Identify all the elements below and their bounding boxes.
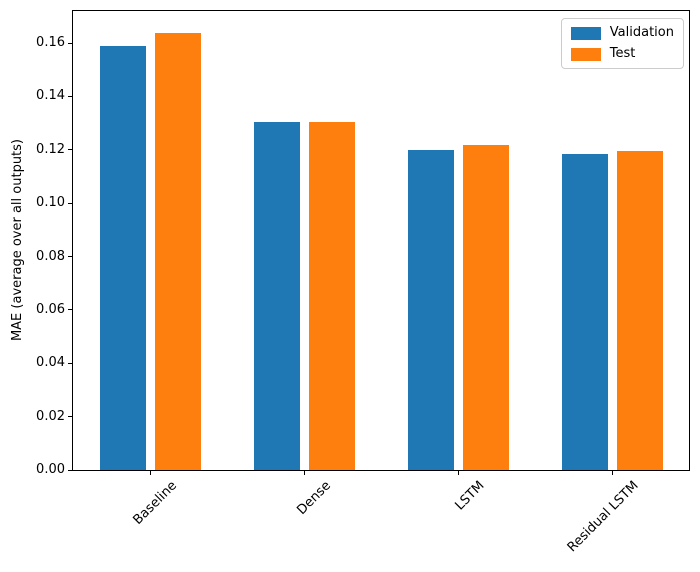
y-tick-label: 0.14: [36, 88, 65, 104]
y-tick-mark: [68, 202, 73, 204]
legend-swatch-validation: [570, 26, 601, 40]
x-tick-label-lstm: LSTM: [452, 478, 488, 514]
y-tick-label: 0.04: [36, 355, 65, 371]
legend-swatch-test: [570, 47, 601, 61]
y-tick-mark: [68, 416, 73, 418]
y-tick-label: 0.02: [36, 408, 65, 424]
y-tick-mark: [68, 149, 73, 151]
legend-label-validation: Validation: [609, 25, 674, 40]
x-tick-mark: [611, 470, 613, 475]
bar-validation-dense: [253, 121, 300, 470]
bar-test-residual-lstm: [616, 151, 663, 470]
y-tick-mark: [68, 256, 73, 257]
y-axis-label: MAE (average over all outputs): [10, 10, 25, 471]
y-tick-label: 0.06: [36, 301, 65, 317]
bar-validation-lstm: [407, 149, 454, 470]
y-tick-mark: [68, 469, 73, 471]
y-tick-label: 0.16: [36, 35, 65, 51]
plot-area: Validation Test 0.00 0.02 0.04 0.06 0.08 0.10 0…: [36, 10, 690, 555]
bar-test-dense: [308, 122, 355, 470]
y-tick-label: 0.00: [36, 462, 65, 477]
x-tick-label-baseline: Baseline: [130, 478, 180, 528]
y-tick-label: 0.08: [36, 248, 65, 264]
y-tick-mark: [68, 42, 73, 44]
x-tick-mark: [457, 470, 459, 475]
legend: Validation Test: [560, 18, 684, 69]
x-tick-mark: [149, 470, 151, 475]
y-tick-label: 0.12: [36, 141, 65, 157]
legend-entry-validation: Validation: [570, 25, 674, 40]
bar-validation-residual-lstm: [561, 153, 608, 470]
x-tick-label-residual-lstm: Residual LSTM: [565, 478, 642, 556]
bar-test-baseline: [154, 32, 201, 470]
y-tick-mark: [68, 309, 73, 311]
legend-entry-test: Test: [570, 46, 674, 61]
bar-test-lstm: [462, 145, 509, 470]
x-tick-mark: [303, 470, 305, 475]
legend-label-test: Test: [609, 46, 636, 61]
y-tick-mark: [68, 95, 73, 97]
y-tick-mark: [68, 362, 73, 364]
y-tick-label: 0.10: [36, 195, 65, 211]
bar-validation-baseline: [99, 45, 146, 470]
x-tick-label-dense: Dense: [294, 478, 334, 518]
y-axis-label-text: MAE (average over all outputs): [10, 139, 25, 342]
